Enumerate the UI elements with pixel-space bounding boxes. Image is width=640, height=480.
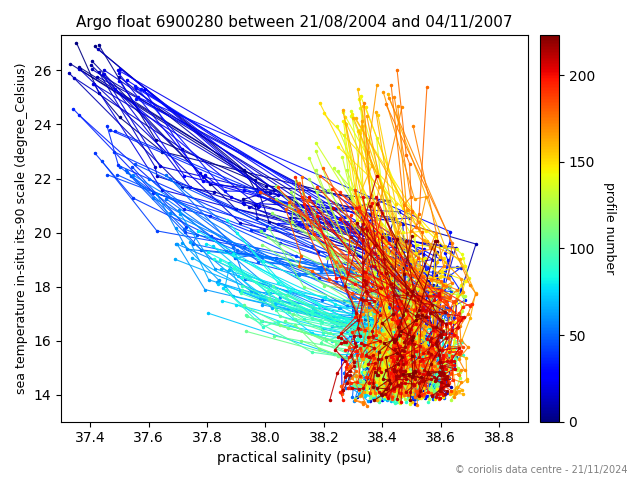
Y-axis label: profile number: profile number [603, 182, 616, 275]
Text: © coriolis data centre - 21/11/2024: © coriolis data centre - 21/11/2024 [454, 465, 627, 475]
Y-axis label: sea temperature in-situ its-90 scale (degree_Celsius): sea temperature in-situ its-90 scale (de… [15, 63, 28, 394]
X-axis label: practical salinity (psu): practical salinity (psu) [218, 451, 372, 465]
Title: Argo float 6900280 between 21/08/2004 and 04/11/2007: Argo float 6900280 between 21/08/2004 an… [76, 15, 513, 30]
